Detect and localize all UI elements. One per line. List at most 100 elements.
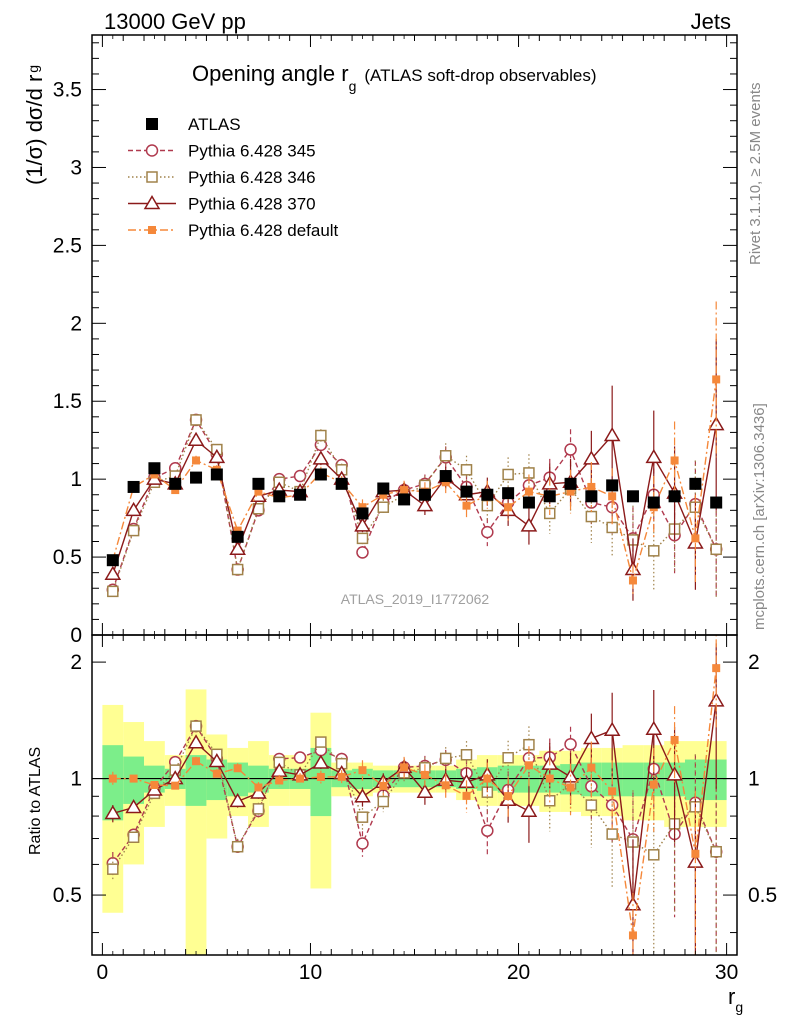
ratio-point	[187, 734, 205, 749]
atlas-point	[689, 477, 702, 490]
legend-label: Pythia 6.428 345	[188, 142, 316, 161]
data-point	[587, 482, 596, 491]
atlas-point	[481, 488, 494, 501]
data-point	[354, 517, 371, 532]
data-point	[441, 478, 450, 487]
atlas-point	[606, 479, 619, 492]
legend-marker	[146, 118, 158, 130]
ratio-series	[92, 635, 737, 955]
data-point	[356, 532, 369, 545]
data-point	[312, 450, 330, 465]
atlas-point	[377, 482, 390, 495]
data-point	[315, 429, 327, 442]
data-point	[585, 510, 598, 523]
atlas-point	[439, 470, 452, 483]
ratio-point	[356, 811, 369, 823]
data-point	[416, 497, 434, 512]
ratio-series-line	[112, 700, 717, 905]
ratio-point	[524, 761, 533, 770]
ratio-point	[379, 781, 388, 790]
data-point	[208, 448, 226, 464]
analysis-watermark: ATLAS_2019_I1772062	[341, 591, 490, 607]
data-point	[628, 576, 637, 585]
data-point	[645, 448, 663, 464]
y-axis-label-main: (1/σ) dσ/d r	[22, 75, 47, 185]
data-point	[254, 487, 263, 496]
atlas-point	[522, 496, 535, 509]
ratio-point	[400, 763, 409, 772]
atlas-point	[356, 507, 369, 520]
x-tick-label: 10	[299, 961, 322, 984]
ratio-point	[545, 774, 554, 783]
atlas-point	[668, 490, 681, 503]
atlas-point	[210, 468, 223, 481]
ratio-point	[566, 783, 575, 792]
data-point	[192, 456, 201, 465]
ratio-y-tick-label-right: 0.5	[748, 884, 777, 907]
ratio-outer-band	[185, 689, 207, 955]
legend-label: Pythia 6.428 370	[188, 195, 316, 214]
data-point	[460, 464, 473, 476]
ratio-point	[710, 845, 722, 858]
ratio-series-line	[112, 724, 717, 870]
ratio-point	[608, 787, 617, 796]
data-point	[231, 563, 244, 576]
legend-marker	[143, 195, 161, 210]
legend-entry: ATLAS	[146, 115, 241, 134]
ratio-point	[354, 788, 371, 803]
legend-entry: Pythia 6.428 370	[128, 195, 316, 214]
ratio-point	[231, 840, 244, 853]
data-point	[229, 540, 246, 556]
atlas-point	[273, 490, 286, 503]
ratio-point	[233, 764, 242, 773]
ratio-point	[481, 824, 494, 837]
data-point	[481, 525, 494, 539]
legend-label: Pythia 6.428 346	[188, 168, 316, 187]
ratio-inner-band	[622, 762, 644, 797]
ratio-point	[587, 763, 596, 772]
y-tick-label: 1.5	[53, 390, 82, 413]
data-point	[104, 565, 122, 580]
atlas-point	[335, 477, 348, 490]
rivet-label: Rivet 3.1.10, ≥ 2.5M events	[747, 83, 764, 266]
ratio-point	[171, 781, 180, 790]
ratio-point	[377, 795, 390, 808]
ratio-point	[252, 803, 265, 815]
data-point	[603, 427, 621, 442]
x-axis-label: rg	[728, 984, 743, 1015]
ratio-point	[125, 798, 142, 814]
data-point	[125, 501, 142, 517]
ratio-point	[296, 774, 305, 783]
main-series	[104, 301, 725, 601]
data-point	[190, 414, 202, 426]
x-tick-label: 30	[715, 961, 738, 984]
atlas-point	[127, 480, 140, 493]
legend-entry: Pythia 6.428 345	[128, 142, 316, 161]
mcplots-label: mcplots.cern.ch [arXiv:1306.3436]	[751, 403, 768, 630]
ratio-point	[564, 737, 577, 751]
data-point	[233, 526, 242, 535]
atlas-point	[585, 490, 598, 503]
ratio-point	[628, 931, 637, 940]
y-axis-label-sub: g	[25, 65, 41, 73]
data-point	[462, 501, 471, 510]
data-point	[564, 443, 577, 456]
ratio-bands	[92, 635, 737, 955]
ratio-point	[420, 770, 429, 779]
ratio-point	[150, 780, 159, 789]
ratio-point	[502, 752, 514, 764]
y-tick-label: 0.5	[53, 546, 82, 569]
data-point	[691, 534, 700, 543]
atlas-point	[710, 496, 723, 509]
y-tick-label: 3	[70, 156, 82, 179]
data-point	[293, 469, 307, 483]
atlas-point	[564, 477, 577, 490]
x-tick-label: 0	[97, 961, 109, 984]
ratio-point	[585, 799, 598, 811]
ratio-point	[190, 720, 202, 732]
ratio-point	[691, 849, 700, 858]
ratio-point	[229, 792, 246, 808]
ratio-point	[356, 837, 369, 850]
atlas-point	[106, 554, 119, 567]
